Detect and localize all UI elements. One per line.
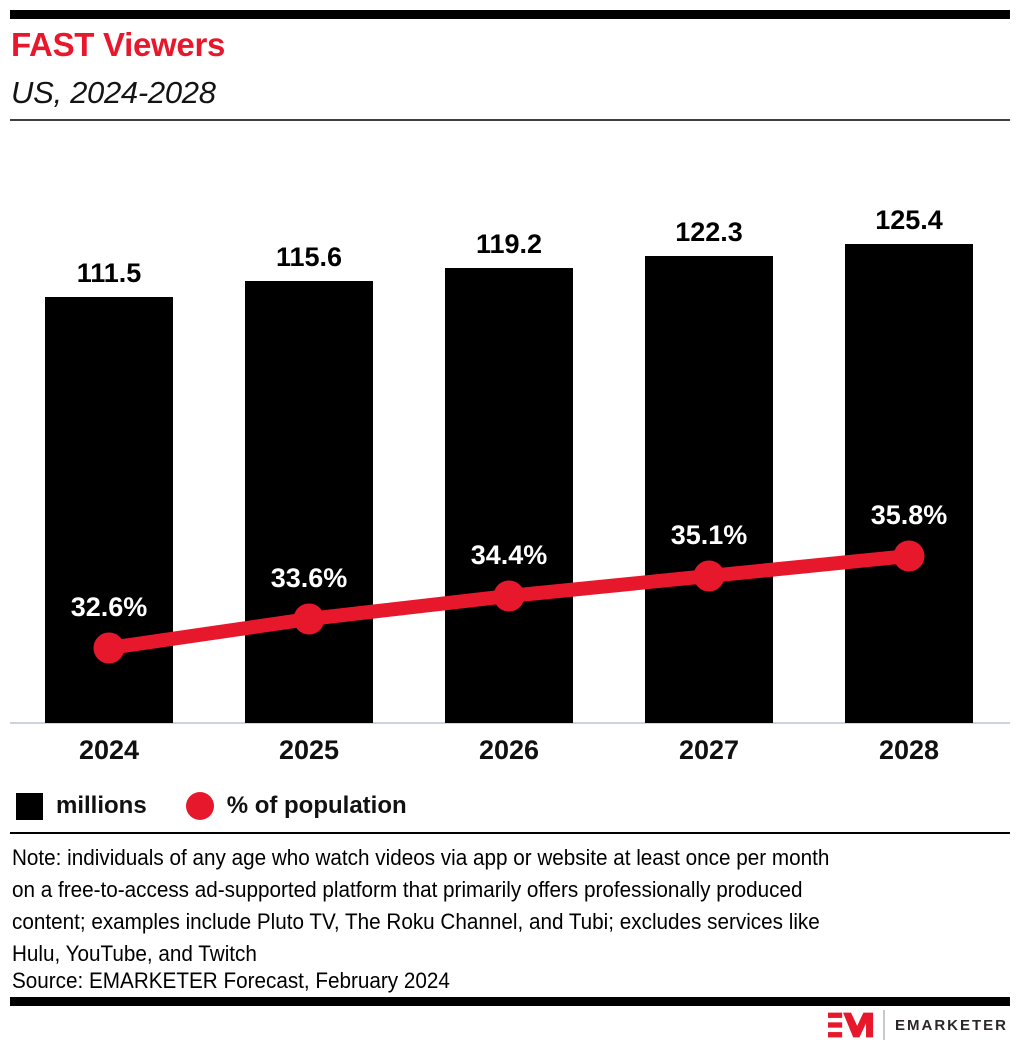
footnote-note-line: Hulu, YouTube, and Twitch	[12, 941, 257, 966]
x-axis-label-2024: 2024	[78, 735, 140, 765]
footnote-divider	[10, 832, 1010, 834]
line-marker-2025	[293, 603, 325, 635]
bottom-rule-bar	[10, 997, 1010, 1006]
percent-label-2026: 34.4%	[470, 540, 548, 570]
bar-2028	[845, 244, 973, 723]
bar-value-label-2027: 122.3	[675, 217, 743, 247]
bar-2026	[445, 268, 573, 723]
legend-label-percent-of-population: % of population	[226, 792, 407, 819]
footnote-note-line: content; examples include Pluto TV, The …	[12, 909, 820, 934]
percent-label-2028: 35.8%	[870, 500, 948, 530]
top-rule-bar	[10, 10, 1010, 19]
header-divider	[10, 119, 1010, 121]
legend-circle-swatch-percent	[185, 792, 214, 820]
chart-legend: millions % of population	[16, 791, 407, 821]
bar-value-label-2028: 125.4	[875, 205, 943, 235]
percent-label-2025: 33.6%	[270, 563, 348, 593]
footnote-note: Note: individuals of any age who watch v…	[12, 842, 1010, 970]
chart-subtitle: US, 2024-2028	[11, 75, 216, 110]
legend-label-millions: millions	[56, 792, 147, 819]
percent-label-2024: 32.6%	[70, 592, 148, 622]
legend-square-swatch-millions	[16, 792, 43, 820]
line-marker-2027	[693, 560, 725, 592]
footnote-source: Source: EMARKETER Forecast, February 202…	[12, 968, 450, 993]
bar-2027	[645, 256, 773, 723]
x-axis-label-2027: 2027	[678, 735, 740, 765]
brand-wordmark: EMARKETER	[894, 1016, 1008, 1034]
percent-label-2027: 35.1%	[670, 520, 748, 550]
chart-title: FAST Viewers	[11, 26, 226, 63]
bar-2025	[245, 281, 373, 723]
bar-value-label-2026: 119.2	[475, 229, 543, 259]
line-marker-2024	[93, 632, 125, 664]
x-axis-label-2026: 2026	[478, 735, 540, 765]
x-axis-label-2025: 2025	[278, 735, 340, 765]
bar-value-label-2025: 115.6	[275, 242, 343, 272]
bar-value-label-2024: 111.5	[76, 258, 142, 288]
brand-lockup: EMARKETER	[827, 1009, 1008, 1041]
line-marker-2028	[893, 540, 925, 572]
footnote-note-line: Note: individuals of any age who watch v…	[12, 845, 830, 870]
combo-chart	[45, 244, 973, 723]
footnote-note-line: on a free-to-access ad-supported platfor…	[12, 877, 803, 902]
x-axis-label-2028: 2028	[878, 735, 940, 765]
line-marker-2026	[493, 580, 525, 612]
brand-divider	[882, 1010, 885, 1040]
emarketer-logo-icon	[827, 1012, 874, 1038]
